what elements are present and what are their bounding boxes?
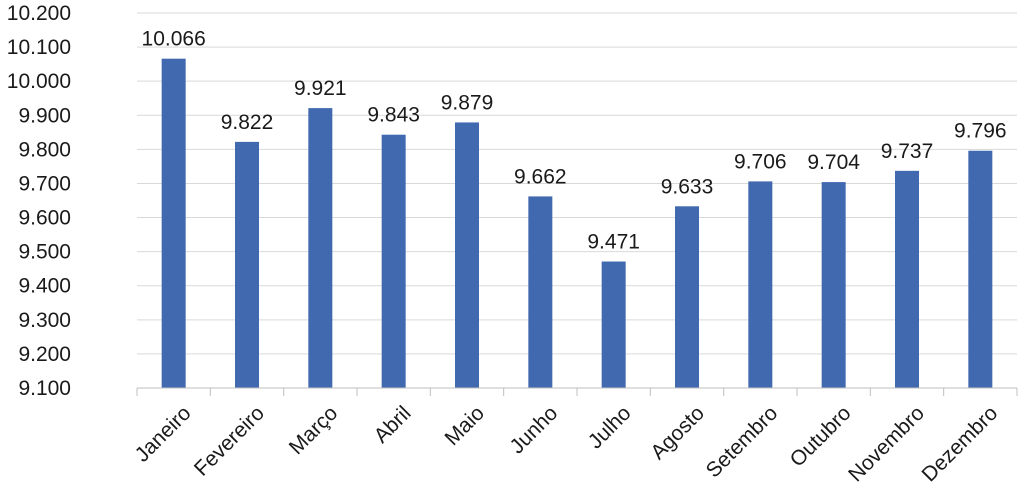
data-label: 9.796 (954, 120, 1007, 143)
bar-maio (455, 122, 479, 388)
data-label: 9.706 (734, 150, 787, 173)
data-label: 9.843 (367, 104, 420, 127)
x-category-label: Novembro (844, 402, 929, 487)
bar-setembro (748, 181, 773, 388)
x-category-label: Junho (506, 402, 563, 459)
bar-outubro (821, 182, 846, 388)
x-category-label: Março (285, 402, 343, 460)
x-category-label: Janeiro (131, 402, 196, 467)
data-label: 9.822 (221, 111, 274, 134)
bar-dezembro (968, 150, 993, 388)
x-category-label: Agosto (646, 402, 709, 465)
y-axis-tick-labels: 9.100 9.200 9.300 9.400 9.500 9.600 9.700 9.800… (7, 2, 71, 400)
bar-junho (528, 196, 553, 388)
y-tick-label: 9.900 (18, 104, 71, 127)
x-category-label: Fevereiro (190, 402, 269, 481)
y-tick-label: 9.500 (18, 241, 71, 264)
bar-janeiro (161, 58, 186, 388)
bar-julho (601, 261, 626, 388)
data-label: 9.737 (881, 140, 934, 163)
y-tick-label: 9.200 (18, 343, 71, 366)
y-tick-label: 9.400 (18, 275, 71, 298)
data-label: 9.704 (807, 151, 860, 174)
y-tick-label: 10.100 (7, 36, 71, 59)
y-tick-label: 10.200 (7, 2, 71, 25)
x-category-label: Maio (440, 402, 488, 450)
y-tick-label: 10.000 (7, 70, 71, 93)
x-category-label: Julho (584, 402, 636, 454)
y-tick-label: 9.300 (18, 309, 71, 332)
x-category-label: Abril (370, 402, 416, 448)
bar-agosto (675, 206, 699, 388)
y-tick-label: 9.700 (18, 172, 71, 195)
x-category-label: Dezembro (917, 402, 1002, 487)
data-label: 9.879 (441, 91, 494, 114)
bar-março (308, 108, 333, 388)
y-tick-label: 9.100 (18, 377, 71, 400)
x-category-label: Outubro (786, 402, 856, 472)
y-tick-label: 9.600 (18, 207, 71, 230)
bar-abril (381, 134, 406, 388)
data-label: 9.921 (294, 77, 347, 100)
bar-fevereiro (235, 141, 259, 388)
y-tick-label: 9.800 (18, 138, 71, 161)
data-label: 9.662 (514, 165, 567, 188)
x-category-label: Setembro (702, 402, 783, 483)
data-label: 9.633 (661, 175, 714, 198)
gridlines (137, 12, 1017, 355)
data-labels: 10.066 9.822 9.921 9.843 9.879 9.662 9.471 9.63… (142, 28, 1007, 254)
bars (161, 58, 993, 388)
data-label: 10.066 (142, 28, 206, 51)
bar-novembro (895, 170, 919, 388)
data-label: 9.471 (587, 231, 640, 254)
